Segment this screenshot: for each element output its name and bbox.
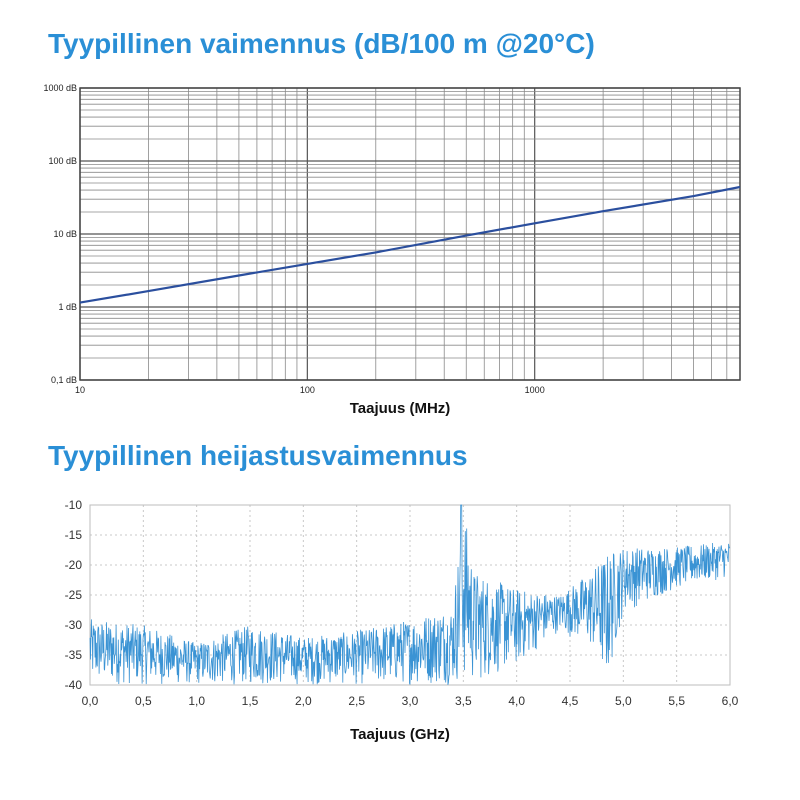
chart2-series-trace (89, 504, 731, 685)
chart1-plot-frame (79, 87, 741, 381)
chart2-title: Tyypillinen heijastusvaimennus (48, 440, 468, 471)
chart2-x-tick-label: 2,0 (295, 694, 312, 708)
chart1-grid (79, 87, 741, 381)
chart2-y-tick-label: -35 (65, 648, 83, 662)
chart1-x-axis-label: Taajuus (MHz) (349, 400, 451, 417)
attenuation-chart: 10 100 1000 0,1 dB 1 dB 10 dB 100 dB 1000 dB (43, 83, 741, 395)
chart2-x-tick-label: 6,0 (722, 694, 739, 708)
chart2-x-tick-label: 3,5 (455, 694, 472, 708)
chart2-x-tick-label: 1,5 (242, 694, 259, 708)
chart2-y-tick-label: -40 (65, 678, 83, 692)
chart2-x-axis-label: Taajuus (GHz) (350, 726, 450, 743)
chart2-x-tick-label: 5,0 (615, 694, 632, 708)
chart2-x-tick-label: 4,5 (562, 694, 579, 708)
chart1-y-tick-label: 0,1 dB (51, 375, 77, 385)
chart1-y-tick-label: 1000 dB (43, 83, 77, 93)
chart1-series-line (79, 185, 741, 304)
chart2-y-tick-label: -10 (65, 498, 83, 512)
chart1-y-tick-label: 1 dB (58, 302, 77, 312)
chart2-x-tick-label: 0,5 (135, 694, 152, 708)
chart1-x-tick-label: 10 (75, 385, 85, 395)
chart2-y-tick-label: -30 (65, 618, 83, 632)
chart2-x-tick-label: 3,0 (402, 694, 419, 708)
chart2-x-tick-label: 4,0 (508, 694, 525, 708)
chart1-y-tick-label: 10 dB (53, 229, 77, 239)
chart2-x-tick-label: 0,0 (82, 694, 99, 708)
chart2-y-tick-label: -15 (65, 528, 83, 542)
chart2-x-tick-label: 2,5 (348, 694, 365, 708)
chart1-x-tick-label: 100 (300, 385, 315, 395)
chart2-x-tick-label: 1,0 (188, 694, 205, 708)
chart1-y-tick-label: 100 dB (48, 156, 77, 166)
chart2-y-tick-label: -20 (65, 558, 83, 572)
chart2-y-tick-label: -25 (65, 588, 83, 602)
chart2-x-tick-label: 5,5 (668, 694, 685, 708)
chart2-plot-frame (89, 504, 731, 686)
chart1-title: Tyypillinen vaimennus (dB/100 m @20°C) (48, 28, 595, 59)
chart1-x-tick-label: 1000 (525, 385, 545, 395)
